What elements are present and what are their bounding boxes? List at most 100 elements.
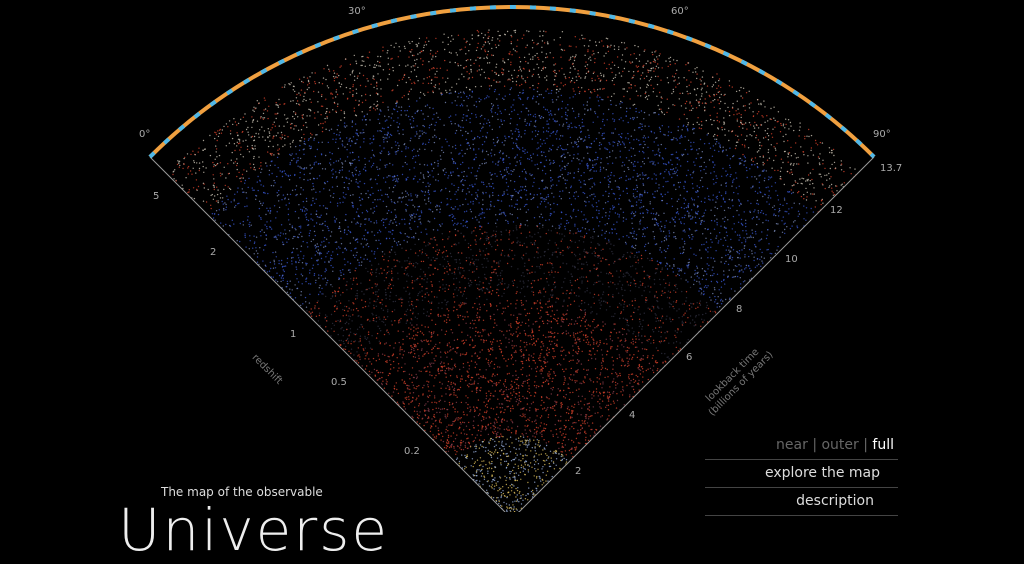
galaxy-point	[573, 334, 574, 335]
galaxy-point	[577, 139, 578, 140]
galaxy-point	[501, 352, 502, 353]
galaxy-point	[446, 445, 447, 446]
galaxy-point	[615, 105, 616, 106]
galaxy-point	[594, 354, 595, 355]
galaxy-point	[757, 167, 758, 168]
galaxy-point	[724, 94, 725, 95]
galaxy-point	[402, 343, 403, 344]
galaxy-point	[294, 228, 295, 229]
galaxy-point	[484, 439, 485, 440]
galaxy-point	[339, 172, 340, 173]
galaxy-point	[678, 182, 679, 183]
galaxy-point	[579, 443, 580, 444]
galaxy-point	[253, 156, 254, 157]
galaxy-point	[365, 170, 366, 171]
galaxy-point	[584, 139, 585, 140]
galaxy-point	[302, 115, 303, 116]
galaxy-point	[337, 186, 338, 187]
galaxy-point	[428, 201, 429, 202]
galaxy-point	[371, 363, 372, 364]
galaxy-point	[529, 232, 530, 233]
galaxy-point	[483, 419, 484, 420]
galaxy-point	[446, 250, 447, 251]
galaxy-point	[206, 201, 207, 202]
galaxy-point	[354, 55, 355, 56]
galaxy-point	[454, 289, 455, 290]
galaxy-point	[637, 95, 638, 96]
galaxy-point	[648, 70, 649, 71]
galaxy-point	[631, 147, 632, 148]
galaxy-point	[528, 471, 529, 472]
galaxy-point	[542, 307, 543, 308]
galaxy-point	[612, 297, 613, 298]
galaxy-point	[514, 189, 515, 190]
galaxy-point	[443, 125, 444, 126]
galaxy-point	[627, 167, 628, 168]
galaxy-point	[598, 225, 599, 226]
galaxy-point	[219, 209, 220, 210]
galaxy-point	[793, 165, 794, 166]
galaxy-point	[749, 107, 750, 108]
galaxy-point	[268, 146, 269, 147]
galaxy-point	[359, 359, 360, 360]
galaxy-point	[469, 257, 470, 258]
galaxy-point	[720, 101, 721, 102]
galaxy-point	[584, 180, 585, 181]
galaxy-point	[405, 408, 406, 409]
galaxy-point	[466, 60, 467, 61]
galaxy-point	[634, 197, 635, 198]
galaxy-point	[660, 271, 661, 272]
galaxy-point	[614, 206, 615, 207]
galaxy-point	[569, 192, 570, 193]
galaxy-point	[538, 131, 539, 132]
galaxy-point	[634, 231, 635, 232]
galaxy-point	[658, 187, 659, 188]
galaxy-point	[563, 124, 564, 125]
galaxy-point	[423, 340, 424, 341]
galaxy-point	[420, 371, 421, 372]
galaxy-point	[586, 73, 587, 74]
galaxy-point	[696, 230, 697, 231]
galaxy-point	[454, 390, 455, 391]
galaxy-point	[550, 451, 551, 452]
galaxy-point	[471, 194, 472, 195]
galaxy-point	[553, 461, 554, 462]
galaxy-point	[384, 316, 385, 317]
galaxy-point	[573, 196, 574, 197]
galaxy-point	[738, 214, 739, 215]
galaxy-point	[525, 333, 526, 334]
galaxy-point	[553, 160, 554, 161]
galaxy-point	[483, 193, 484, 194]
galaxy-point	[288, 208, 289, 209]
galaxy-point	[589, 391, 590, 392]
galaxy-point	[325, 129, 326, 130]
galaxy-point	[456, 459, 457, 460]
galaxy-point	[329, 189, 330, 190]
galaxy-point	[740, 158, 741, 159]
galaxy-point	[731, 288, 732, 289]
galaxy-point	[495, 427, 496, 428]
galaxy-point	[540, 303, 541, 304]
galaxy-point	[414, 411, 415, 412]
galaxy-point	[263, 249, 264, 250]
galaxy-point	[566, 119, 567, 120]
galaxy-point	[468, 422, 469, 423]
galaxy-point	[498, 263, 499, 264]
galaxy-point	[645, 287, 646, 288]
galaxy-point	[654, 173, 655, 174]
galaxy-point	[216, 151, 217, 152]
galaxy-point	[511, 174, 512, 175]
galaxy-point	[573, 66, 574, 67]
galaxy-point	[768, 135, 769, 136]
galaxy-point	[311, 189, 312, 190]
galaxy-point	[303, 125, 304, 126]
galaxy-point	[642, 381, 643, 382]
galaxy-point	[573, 177, 574, 178]
galaxy-point	[578, 360, 579, 361]
galaxy-point	[654, 236, 655, 237]
galaxy-point	[714, 164, 715, 165]
galaxy-point	[638, 140, 639, 141]
galaxy-point	[709, 95, 710, 96]
galaxy-point	[689, 101, 690, 102]
galaxy-point	[608, 286, 609, 287]
